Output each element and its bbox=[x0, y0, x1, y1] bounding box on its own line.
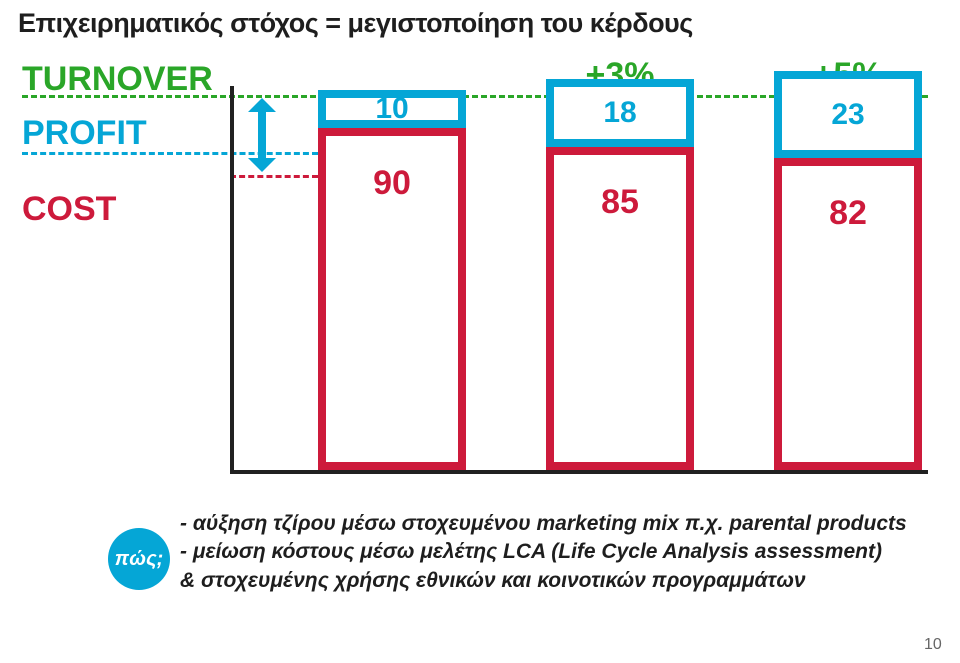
bar-profit-0: 10 bbox=[318, 90, 466, 128]
page-title: Επιχειρηματικός στόχος = μεγιστοποίηση τ… bbox=[18, 8, 693, 39]
bar-cost-1: 85 bbox=[546, 147, 694, 470]
label-profit: PROFIT bbox=[22, 114, 147, 153]
label-turnover: TURNOVER bbox=[22, 60, 213, 99]
axis-x bbox=[230, 470, 928, 474]
bar-cost-2: 82 bbox=[774, 158, 922, 470]
how-badge: πώς; bbox=[108, 528, 170, 590]
bar-profit-2: 23 bbox=[774, 71, 922, 158]
notes: - αύξηση τζίρου μέσω στοχευμένου marketi… bbox=[180, 510, 907, 595]
notes-line: - αύξηση τζίρου μέσω στοχευμένου marketi… bbox=[180, 510, 907, 538]
dash-cost bbox=[230, 175, 318, 178]
profit-range-arrow bbox=[248, 98, 276, 172]
bar-profit-1: 18 bbox=[546, 79, 694, 147]
label-cost: COST bbox=[22, 190, 116, 229]
notes-line: - μείωση κόστους μέσω μελέτης LCA (Life … bbox=[180, 538, 907, 566]
page-number: 10 bbox=[924, 636, 942, 654]
axis-y bbox=[230, 86, 234, 474]
bar-cost-0: 90 bbox=[318, 128, 466, 470]
notes-line: & στοχευμένης χρήσης εθνικών και κοινοτι… bbox=[180, 567, 907, 595]
